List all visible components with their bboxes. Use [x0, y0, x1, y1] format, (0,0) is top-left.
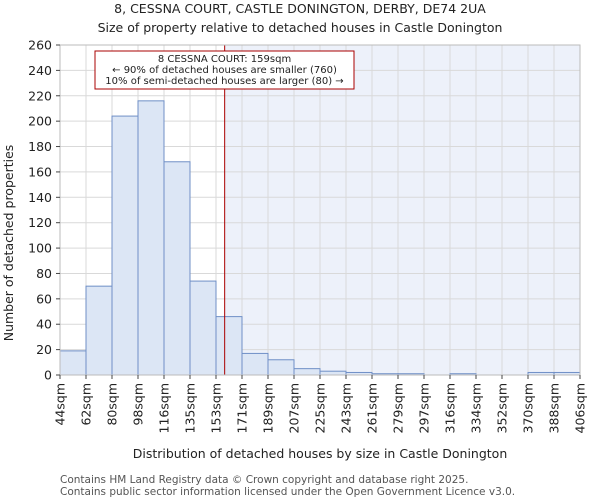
y-tick-label-80: 80 [36, 266, 52, 281]
bar-207sqm [293, 368, 321, 376]
x-tick-label-116sqm: 116sqm [157, 383, 172, 433]
x-axis-label: Distribution of detached houses by size … [133, 446, 508, 461]
y-tick-label-60: 60 [36, 291, 52, 306]
x-tick-label-352sqm: 352sqm [495, 383, 510, 433]
bar-189sqm [267, 359, 295, 376]
annotation-box [94, 50, 355, 90]
x-tick-label-261sqm: 261sqm [365, 383, 380, 433]
bar-98sqm [137, 100, 165, 376]
bar-80sqm [111, 115, 139, 376]
footer-line-1: Contains HM Land Registry data © Crown c… [60, 474, 468, 486]
x-tick-label-98sqm: 98sqm [131, 383, 146, 426]
y-tick-label-200: 200 [28, 114, 52, 129]
x-tick-label-370sqm: 370sqm [521, 383, 536, 433]
y-tick-label-40: 40 [36, 317, 52, 332]
y-tick-label-160: 160 [28, 164, 52, 179]
x-tick-label-406sqm: 406sqm [573, 383, 588, 433]
y-axis-label: Number of detached properties [1, 145, 16, 342]
bar-44sqm [59, 350, 87, 376]
y-tick-label-0: 0 [44, 368, 52, 383]
x-tick-label-316sqm: 316sqm [443, 383, 458, 433]
x-tick-label-171sqm: 171sqm [235, 383, 250, 433]
x-tick-label-62sqm: 62sqm [79, 383, 94, 426]
footer-line-2: Contains public sector information licen… [60, 486, 515, 498]
x-tick-label-207sqm: 207sqm [287, 383, 302, 433]
bar-135sqm [189, 280, 217, 376]
x-tick-label-334sqm: 334sqm [469, 383, 484, 433]
x-tick-label-388sqm: 388sqm [547, 383, 562, 433]
x-tick-label-297sqm: 297sqm [417, 383, 432, 433]
y-tick-label-240: 240 [28, 63, 52, 78]
chart-title: 8, CESSNA COURT, CASTLE DONINGTON, DERBY… [114, 1, 486, 16]
x-tick-label-135sqm: 135sqm [183, 383, 198, 433]
y-tick-label-180: 180 [28, 139, 52, 154]
y-tick-label-260: 260 [28, 38, 52, 53]
y-tick-label-220: 220 [28, 88, 52, 103]
annotation-line-2: ← 90% of detached houses are smaller (76… [112, 65, 337, 76]
bar-171sqm [241, 352, 269, 376]
bar-153sqm [215, 316, 243, 376]
x-tick-label-153sqm: 153sqm [209, 383, 224, 433]
x-tick-label-243sqm: 243sqm [339, 383, 354, 433]
x-tick-label-225sqm: 225sqm [313, 383, 328, 433]
x-tick-label-279sqm: 279sqm [391, 383, 406, 433]
plot-area: 0 20 40 60 80 100 120 140 160 180 200 220 240 260 44sq… [28, 38, 587, 434]
x-tick-label-189sqm: 189sqm [261, 383, 276, 433]
y-tick-label-20: 20 [36, 342, 52, 357]
annotation-line-3: 10% of semi-detached houses are larger (… [105, 76, 343, 87]
chart-subtitle: Size of property relative to detached ho… [98, 20, 503, 35]
x-tick-label-80sqm: 80sqm [105, 383, 120, 426]
y-tick-label-100: 100 [28, 241, 52, 256]
larger-region-shade [224, 45, 580, 375]
bar-62sqm [85, 285, 113, 376]
y-tick-label-120: 120 [28, 215, 52, 230]
bar-116sqm [163, 161, 191, 376]
x-tick-label-44sqm: 44sqm [53, 383, 68, 426]
annotation-line-1: 8 CESSNA COURT: 159sqm [158, 54, 291, 65]
bar-225sqm [319, 370, 347, 376]
y-tick-label-140: 140 [28, 190, 52, 205]
